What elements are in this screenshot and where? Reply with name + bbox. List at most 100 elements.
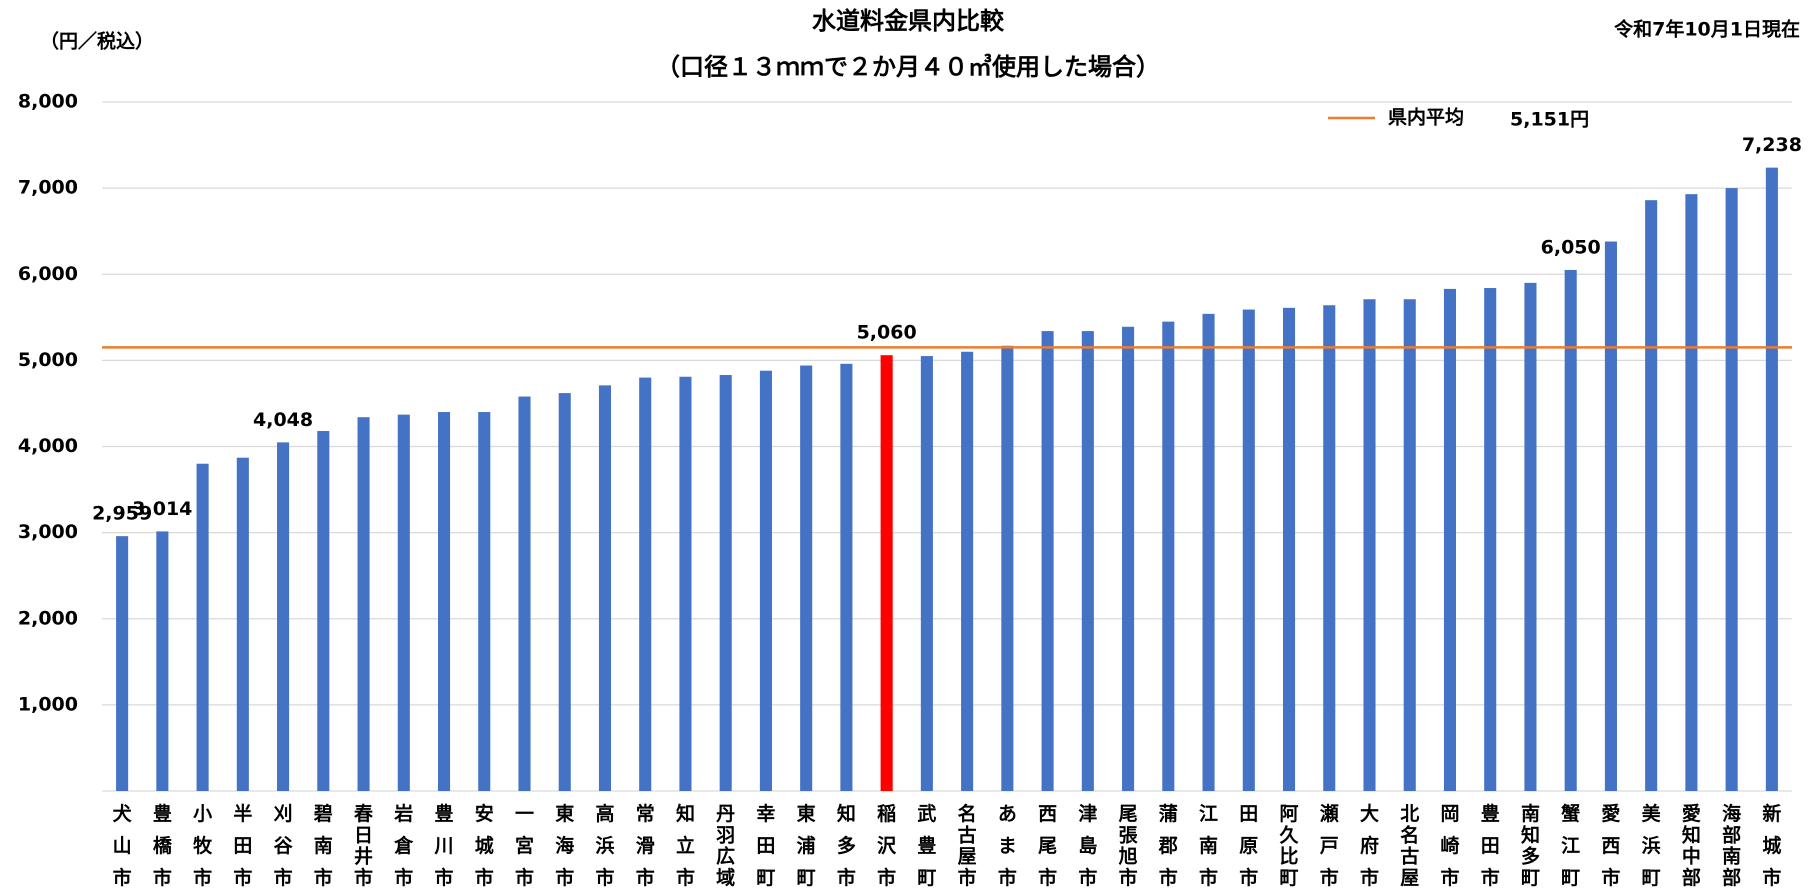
x-tick-label: 小牧市 bbox=[193, 803, 213, 889]
bar bbox=[277, 442, 290, 791]
bar bbox=[679, 376, 692, 791]
bar bbox=[1081, 331, 1094, 791]
x-tick-label: 一宮市 bbox=[515, 803, 534, 889]
y-tick-label: 8,000 bbox=[18, 91, 78, 113]
bar bbox=[478, 412, 491, 791]
x-tick-label: 稲沢市 bbox=[877, 803, 897, 889]
bar bbox=[156, 531, 169, 791]
x-tick-label: 大府市 bbox=[1360, 802, 1379, 889]
x-tick-label: 丹羽広域 bbox=[716, 803, 735, 889]
x-tick-label: 新城市 bbox=[1762, 802, 1781, 889]
y-tick-label: 6,000 bbox=[18, 263, 78, 285]
x-tick-label: 碧南市 bbox=[313, 802, 333, 889]
bar bbox=[800, 365, 813, 791]
bar bbox=[1645, 200, 1658, 791]
bar bbox=[639, 377, 652, 791]
bar bbox=[1484, 288, 1497, 791]
value-label: 2,959 bbox=[92, 503, 152, 525]
x-tick-label: 高浜市 bbox=[595, 802, 614, 889]
x-tick-label: 蒲郡市 bbox=[1158, 802, 1178, 889]
x-tick-label: 安城市 bbox=[475, 802, 494, 889]
bar bbox=[840, 363, 853, 791]
bar bbox=[397, 414, 410, 791]
bar bbox=[719, 375, 732, 791]
x-tick-label: 津島市 bbox=[1078, 802, 1097, 889]
x-tick-label: 江南市 bbox=[1199, 803, 1218, 889]
bar bbox=[961, 351, 974, 791]
x-tick-label: 知立市 bbox=[676, 802, 695, 889]
bar bbox=[558, 393, 571, 791]
x-tick-label: 岩倉市 bbox=[393, 802, 414, 889]
bar bbox=[518, 396, 531, 791]
bar bbox=[236, 457, 249, 791]
x-tick-label: 北名古屋 bbox=[1400, 803, 1419, 889]
value-label: 6,050 bbox=[1541, 236, 1601, 258]
bar bbox=[1564, 269, 1577, 792]
value-label: 3,014 bbox=[132, 498, 192, 520]
x-tick-label: 知多市 bbox=[837, 802, 856, 889]
bar bbox=[1242, 309, 1255, 791]
bar bbox=[1604, 241, 1617, 791]
x-tick-label: 春日井市 bbox=[354, 802, 373, 889]
y-tick-label: 2,000 bbox=[18, 607, 78, 629]
bar bbox=[1162, 321, 1175, 791]
bar bbox=[1041, 331, 1054, 791]
x-tick-label: 豊川市 bbox=[434, 802, 454, 889]
value-label: 4,048 bbox=[253, 409, 313, 431]
x-tick-label: 愛西市 bbox=[1601, 803, 1620, 889]
bar bbox=[1524, 282, 1537, 791]
x-tick-label: 東海市 bbox=[555, 802, 574, 889]
bar bbox=[598, 385, 612, 791]
x-tick-label: 豊田市 bbox=[1481, 802, 1500, 889]
bar bbox=[1765, 167, 1778, 791]
bar bbox=[759, 370, 772, 791]
bar bbox=[1363, 299, 1376, 791]
x-tick-label: 幸田町 bbox=[756, 803, 775, 889]
x-tick-label: 名古屋市 bbox=[958, 802, 977, 889]
x-tick-label: 美浜町 bbox=[1642, 802, 1662, 889]
x-tick-label: 武豊町 bbox=[917, 803, 936, 889]
bar bbox=[1202, 313, 1215, 791]
chart-subtitle: （口径１３ｍｍで２か月４０㎥使用した場合） bbox=[656, 53, 1160, 81]
x-tick-label: 田原市 bbox=[1239, 803, 1258, 889]
y-axis-label: （円／税込） bbox=[40, 30, 154, 53]
bar bbox=[1122, 326, 1135, 791]
x-tick-label: 犬山市 bbox=[113, 802, 133, 889]
bar bbox=[1443, 288, 1457, 791]
x-tick-label: 愛知中部 bbox=[1682, 803, 1701, 889]
bar bbox=[196, 463, 209, 791]
bar bbox=[920, 356, 933, 791]
bar bbox=[1403, 299, 1416, 791]
x-tick-label: 刈谷市 bbox=[274, 803, 294, 889]
x-tick-label: 岡崎市 bbox=[1440, 803, 1459, 889]
bar bbox=[357, 417, 370, 791]
bar bbox=[116, 536, 129, 791]
value-label: 7,238 bbox=[1742, 134, 1802, 156]
x-tick-label: 西尾市 bbox=[1038, 803, 1057, 889]
bar bbox=[1685, 194, 1698, 791]
chart-title: 水道料金県内比較 bbox=[812, 7, 1005, 35]
bar bbox=[1323, 305, 1336, 791]
y-tick-label: 1,000 bbox=[18, 693, 78, 715]
x-tick-label: 阿久比町 bbox=[1280, 803, 1300, 889]
average-label: 5,151円 bbox=[1510, 109, 1589, 131]
y-tick-label: 3,000 bbox=[18, 521, 78, 543]
y-tick-label: 4,000 bbox=[18, 435, 78, 457]
y-tick-label: 5,000 bbox=[18, 349, 78, 371]
value-label: 5,060 bbox=[857, 322, 917, 344]
x-tick-label: 南知多町 bbox=[1521, 803, 1540, 889]
y-tick-label: 7,000 bbox=[18, 177, 78, 199]
bar bbox=[1282, 307, 1296, 791]
x-tick-label: 半田市 bbox=[233, 802, 252, 889]
bar bbox=[1725, 188, 1738, 791]
x-tick-label: 尾張旭市 bbox=[1118, 803, 1139, 889]
bar bbox=[317, 430, 330, 791]
bar bbox=[1001, 345, 1014, 791]
date-note: 令和7年10月1日現在 bbox=[1614, 18, 1800, 41]
x-tick-label: 瀬戸市 bbox=[1320, 803, 1339, 889]
bar bbox=[880, 355, 893, 791]
bar bbox=[437, 412, 451, 791]
x-tick-label: 豊橋市 bbox=[153, 802, 173, 889]
x-tick-label: 東浦町 bbox=[797, 802, 816, 889]
